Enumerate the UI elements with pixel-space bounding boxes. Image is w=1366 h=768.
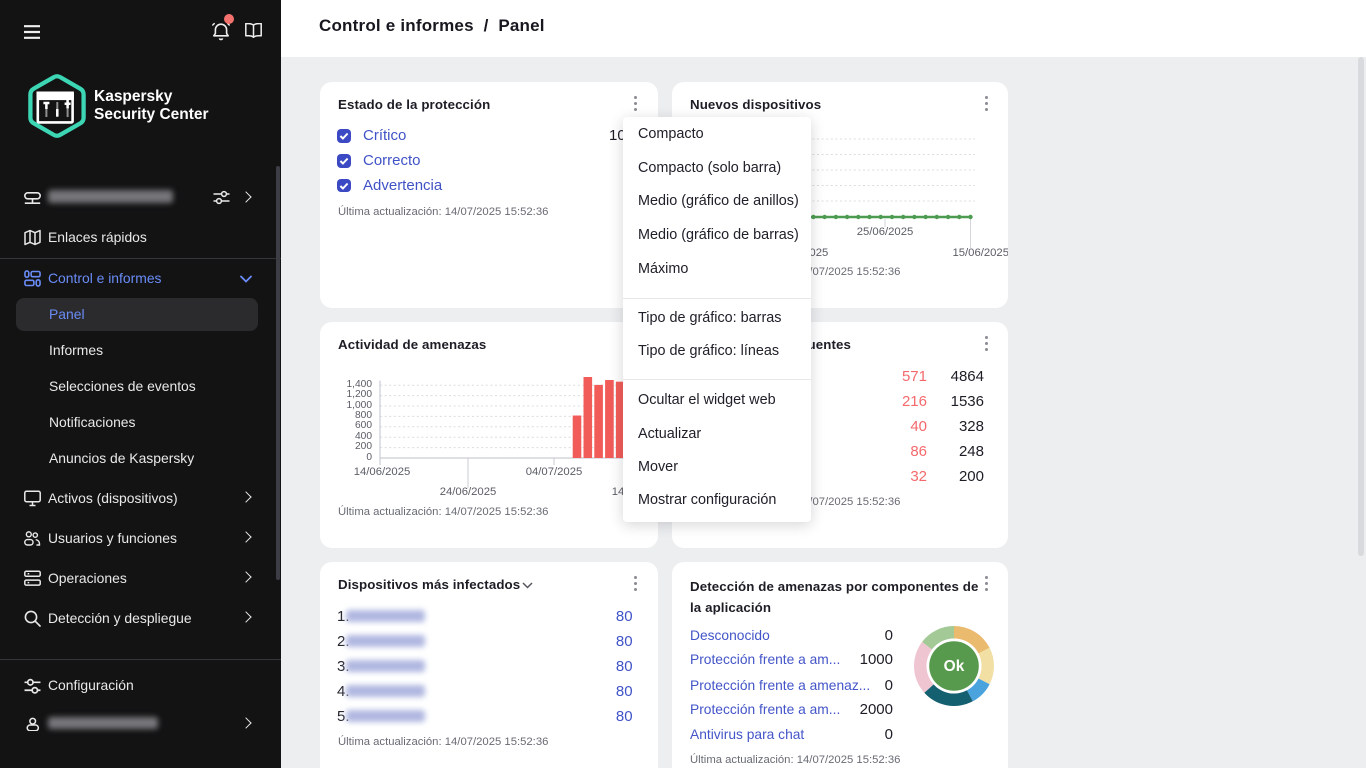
svg-text:Ok: Ok — [944, 658, 965, 675]
